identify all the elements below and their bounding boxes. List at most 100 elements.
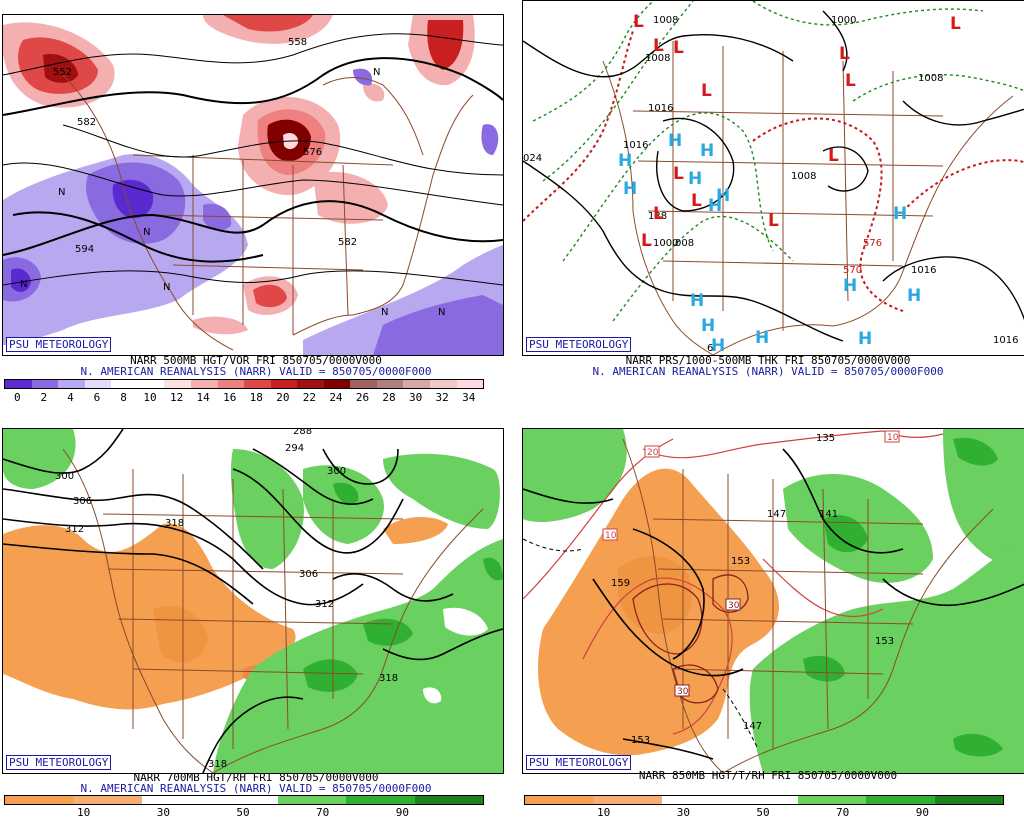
colorbar-swatch [58, 380, 85, 388]
temp-label-box [602, 528, 618, 541]
colorbar-label: 10 [597, 806, 611, 819]
isobar-contours [523, 10, 1024, 342]
thickness-contours [523, 1, 1024, 322]
low-pressure-symbol: L [950, 14, 961, 34]
high-pressure-symbol: H [623, 179, 637, 199]
rh-colorbar [4, 795, 484, 805]
colorbar-swatch [270, 380, 298, 388]
contour-label: 318 [379, 673, 398, 684]
low-pressure-symbol: L [691, 191, 702, 211]
contour-label: 552 [53, 67, 72, 78]
colorbar-label: 28 [382, 391, 396, 404]
high-pressure-symbol: H [907, 286, 921, 306]
contour-label: 147 [743, 721, 762, 732]
height-contours [523, 448, 1024, 760]
colorbar-label: 4 [67, 391, 74, 404]
temperature-label: 20 [647, 448, 659, 458]
contour-label: 153 [631, 735, 650, 746]
contour-label: 159 [611, 578, 630, 589]
contour-label: 141 [819, 509, 838, 520]
colorbar-swatch [73, 796, 142, 804]
temperature-label: 10 [605, 531, 617, 541]
colorbar-label: 6 [93, 391, 101, 404]
map-700mb-rh[interactable]: 300 306 312 318 294 300 306 312 318 318 … [2, 428, 504, 774]
high-pressure-symbol: H [843, 276, 857, 296]
colorbar-label: 22 [302, 391, 316, 404]
vorticity-min-label: N [163, 282, 170, 293]
colorbar-swatch [297, 380, 324, 388]
colorbar-swatch [430, 380, 457, 388]
colorbar-label: 0 [13, 391, 21, 404]
temperature-contours-dark [632, 574, 749, 704]
temp-label-box [725, 598, 741, 611]
panel-700mb-rh: 300 306 312 318 294 300 306 312 318 318 … [0, 410, 512, 819]
colorbar-swatch [278, 796, 347, 804]
high-pressure-symbol: H [755, 328, 769, 348]
low-pressure-symbol: L [673, 38, 684, 58]
isobar-label: 1008 [645, 53, 670, 64]
isobar-label: 1000 [653, 238, 678, 249]
colorbar-swatch [346, 796, 415, 804]
map-boundaries [602, 41, 1014, 355]
low-pressure-symbol: L [641, 231, 652, 251]
map-500mb-vorticity[interactable]: 582 594 582 576 558 552 N N N N N N N PS… [2, 14, 504, 356]
contour-label: 153 [875, 636, 894, 647]
colorbar-label: 32 [435, 391, 449, 404]
thickness-label: 576 [863, 238, 882, 249]
colorbar-label: 24 [329, 391, 343, 404]
colorbar-swatch [5, 796, 74, 804]
colorbar-swatch [5, 380, 32, 388]
low-pressure-symbol: L [653, 204, 664, 224]
colorbar-label: 12 [169, 391, 184, 404]
high-pressure-symbol: H [701, 316, 715, 336]
contour-label: 594 [75, 244, 94, 255]
map-850mb-temperature-rh[interactable]: 135 147 141 153 153 159 153 147 20 10 10… [522, 428, 1024, 774]
isobar-label: 1000 [831, 15, 856, 26]
isobar-label: 1008 [653, 15, 678, 26]
vorticity-min-label: N [20, 279, 27, 290]
height-contours [3, 429, 503, 773]
temp-label-box [884, 430, 900, 443]
high-pressure-symbol: H [690, 291, 704, 311]
colorbar-label: 10 [143, 391, 157, 404]
colorbar-swatch [141, 796, 210, 804]
colorbar-label: 30 [676, 806, 690, 819]
vorticity-positive-shading [3, 15, 499, 335]
temperature-label: 30 [677, 687, 689, 697]
contour-label: 312 [315, 599, 334, 610]
isobar-label: 024 [523, 153, 542, 164]
colorbar-label: 30 [408, 391, 423, 404]
colorbar-swatch [729, 796, 799, 804]
colorbar-swatch [323, 380, 351, 388]
isobar-label: 1016 [623, 140, 648, 151]
colorbar-swatch [350, 380, 377, 388]
contour-label: 147 [767, 509, 786, 520]
contour-label: 306 [73, 496, 92, 507]
low-pressure-centers: L L L L L L L L L L L L L [633, 12, 961, 251]
colorbar-swatch [217, 380, 245, 388]
contour-label: 306 [299, 569, 318, 580]
colorbar-label: 70 [316, 806, 330, 819]
colorbar-swatch [414, 796, 483, 804]
colorbar-label: 2 [40, 391, 48, 404]
colorbar-swatch [164, 380, 191, 388]
colorbar-label: 90 [915, 806, 929, 819]
colorbar-swatch [190, 380, 218, 388]
caption-title: NARR 700MB HGT/RH FRI 850705/0000V000 [133, 771, 379, 784]
thickness-label: 570 [843, 265, 862, 276]
caption-valid: N. AMERICAN REANALYSIS (NARR) VALID = 85… [80, 782, 432, 795]
contour-label: 153 [731, 556, 750, 567]
contour-label: 582 [77, 117, 96, 128]
colorbar-label: 26 [355, 391, 370, 404]
vorticity-negative-shading [3, 68, 503, 355]
colorbar-label: 90 [395, 806, 409, 819]
colorbar-swatch [934, 796, 1003, 804]
colorbar-label: 14 [196, 391, 210, 404]
contour-label: 288 [293, 429, 312, 437]
isobar-label: 008 [675, 238, 694, 249]
high-pressure-symbol: H [893, 204, 907, 224]
colorbar-swatch [525, 796, 594, 804]
colorbar-label: 50 [756, 806, 770, 819]
map-pressure-thickness[interactable]: 1008 1008 1000 1008 1016 024 1008 1016 1… [522, 0, 1024, 356]
panel-850mb-temperature-rh: 135 147 141 153 153 159 153 147 20 10 10… [512, 410, 1024, 819]
